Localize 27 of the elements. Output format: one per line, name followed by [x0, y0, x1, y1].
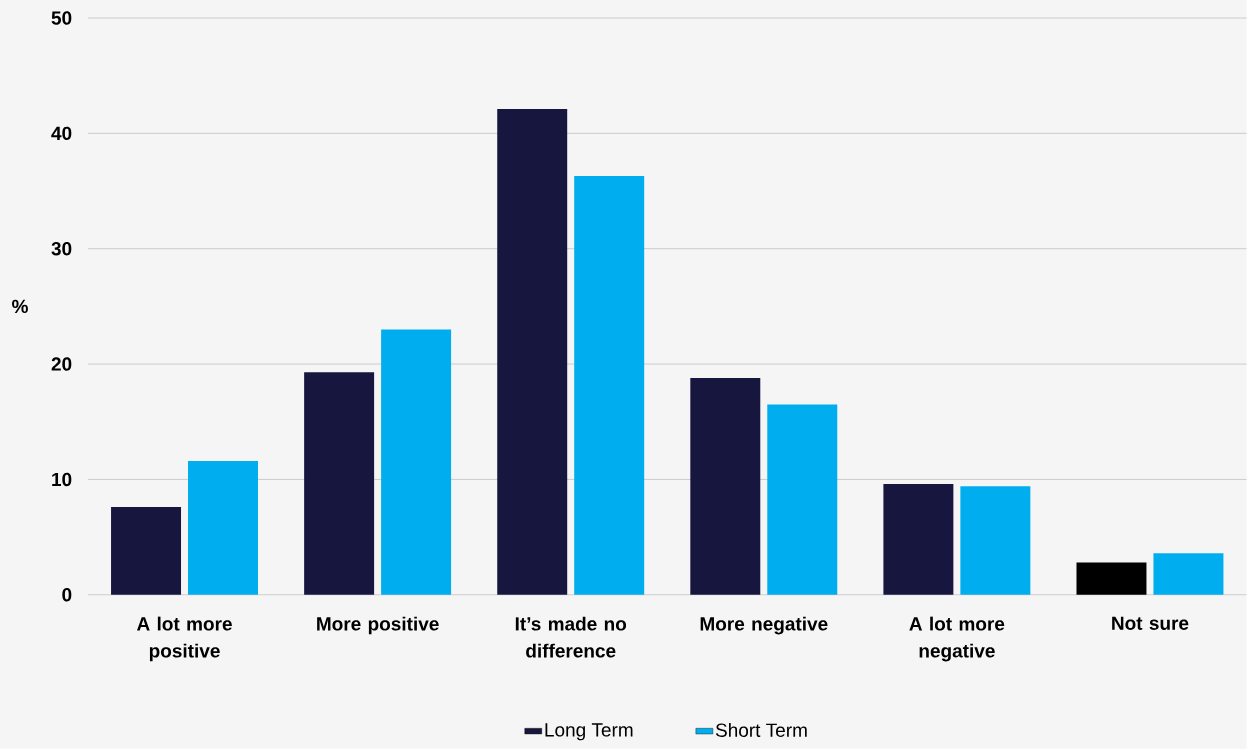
legend-label: Long Term — [545, 723, 633, 741]
bar — [381, 329, 452, 595]
bar — [960, 486, 1031, 595]
bar — [1153, 553, 1224, 595]
y-axis-title: % — [12, 299, 28, 314]
x-tick-label: More positive — [317, 616, 439, 635]
x-tick-label: More negative — [700, 616, 828, 635]
bar — [188, 461, 258, 595]
x-tick-label: A lot more positive — [136, 616, 232, 662]
bar — [690, 378, 761, 595]
y-tick-label: 40 — [51, 126, 72, 141]
bar — [1076, 562, 1147, 595]
bar — [497, 109, 568, 595]
legend-label: Short Term — [715, 723, 807, 738]
y-tick-label: 0 — [62, 588, 72, 602]
y-tick-label: 50 — [51, 11, 72, 25]
y-tick-label: 10 — [52, 472, 72, 487]
bar — [111, 507, 182, 595]
bar — [574, 176, 645, 595]
bar — [304, 372, 375, 595]
bar — [767, 404, 838, 595]
y-tick-label: 30 — [51, 242, 72, 256]
x-tick-label: Not sure — [1112, 616, 1189, 631]
bar — [883, 484, 954, 595]
x-tick-label: It’s made no difference — [515, 616, 627, 658]
y-tick-label: 20 — [51, 357, 72, 371]
x-tick-label: A lot more negative — [909, 616, 1005, 662]
